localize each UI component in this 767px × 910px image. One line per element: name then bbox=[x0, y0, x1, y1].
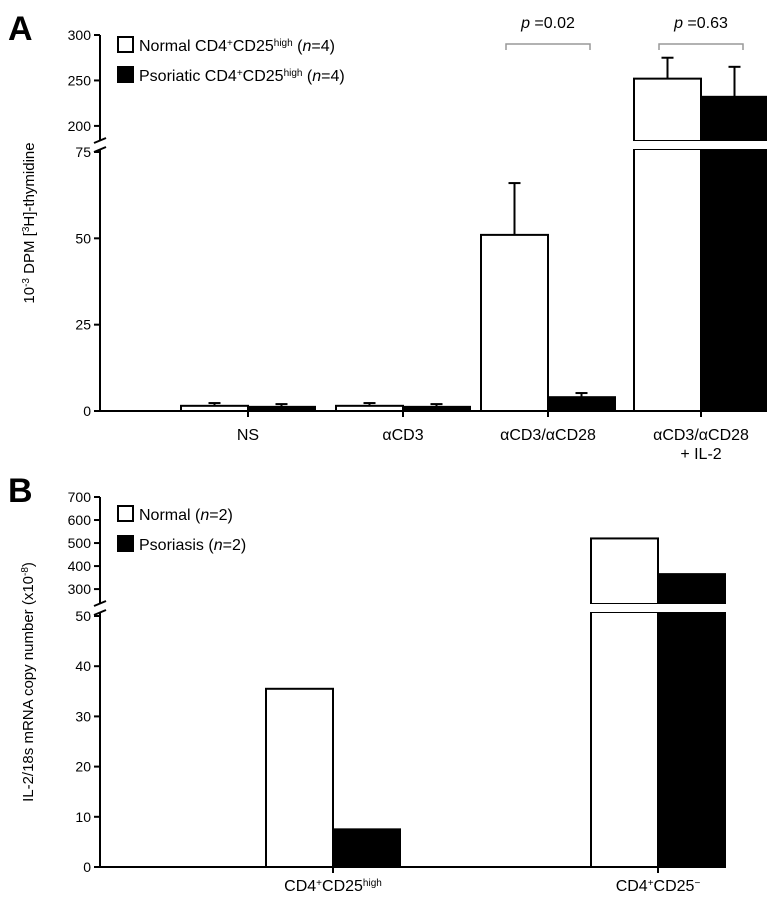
y-tick-label: 200 bbox=[68, 118, 92, 134]
y-tick-label: 500 bbox=[68, 535, 92, 551]
legend-swatch bbox=[117, 535, 134, 552]
bar bbox=[657, 611, 726, 868]
x-category-label: αCD3/αCD28 bbox=[500, 427, 596, 444]
legend-label: Psoriasis (n=2) bbox=[139, 537, 246, 554]
bar-break-gap bbox=[699, 141, 767, 149]
x-category-label: + IL-2 bbox=[680, 446, 721, 463]
y-tick-label: 700 bbox=[68, 489, 92, 505]
bar-break-gap bbox=[632, 141, 703, 149]
y-tick-label: 20 bbox=[75, 759, 91, 775]
x-category-label: αCD3/αCD28 bbox=[653, 427, 749, 444]
y-tick-label: 25 bbox=[75, 317, 91, 333]
significance-bracket bbox=[505, 43, 591, 50]
y-tick-label: 10 bbox=[75, 809, 91, 825]
bar-break-gap bbox=[589, 604, 660, 612]
y-tick-label: 250 bbox=[68, 72, 92, 88]
y-tick-label: 75 bbox=[75, 144, 91, 160]
y-axis-label: IL-2/18s mRNA copy number (x10-8) bbox=[20, 562, 38, 802]
y-tick-label: 300 bbox=[68, 27, 92, 43]
p-value-label: p =0.63 bbox=[673, 15, 728, 32]
axis-break-mark bbox=[93, 137, 107, 144]
bar bbox=[180, 404, 249, 413]
y-tick-label: 600 bbox=[68, 512, 92, 528]
panel-label: A bbox=[8, 10, 33, 48]
p-value-label: p =0.02 bbox=[520, 15, 575, 32]
legend-label: Normal CD4+CD25high (n=4) bbox=[139, 38, 335, 56]
x-category-label: NS bbox=[237, 427, 259, 444]
y-tick-label: 40 bbox=[75, 658, 91, 674]
bar bbox=[265, 687, 334, 868]
y-axis-label: 10-3 DPM [3H]-thymidine bbox=[21, 142, 39, 303]
panel-label: B bbox=[8, 472, 33, 510]
y-tick-label: 400 bbox=[68, 558, 92, 574]
bar bbox=[480, 233, 549, 412]
bar bbox=[335, 404, 404, 413]
legend-swatch bbox=[117, 36, 134, 53]
chart-panel-B: B 0 10 20 30 40 50 300 400 500 600 700 CD4+CD25high C… bbox=[8, 472, 727, 895]
significance-bracket bbox=[658, 43, 744, 50]
axis-break-mark bbox=[93, 600, 107, 607]
y-tick-label: 50 bbox=[75, 608, 91, 624]
legend-swatch bbox=[117, 66, 134, 83]
legend-label: Normal (n=2) bbox=[139, 507, 233, 524]
legend-swatch bbox=[117, 505, 134, 522]
y-tick-label: 300 bbox=[68, 581, 92, 597]
bar bbox=[332, 828, 401, 868]
bar bbox=[547, 396, 616, 413]
y-tick-label: 0 bbox=[83, 859, 91, 875]
bar bbox=[402, 405, 471, 412]
bar bbox=[700, 148, 767, 412]
x-category-label: CD4+CD25− bbox=[616, 878, 701, 896]
bar-break-gap bbox=[656, 604, 727, 612]
y-tick-label: 30 bbox=[75, 708, 91, 724]
bar bbox=[633, 77, 702, 142]
bar bbox=[590, 611, 659, 868]
legend-label: Psoriatic CD4+CD25high (n=4) bbox=[139, 68, 345, 86]
bar bbox=[657, 573, 726, 606]
y-tick-label: 0 bbox=[83, 403, 91, 419]
axis-break-mark bbox=[93, 609, 107, 616]
x-category-label: CD4+CD25high bbox=[284, 878, 382, 896]
chart-panel-A: A 0 25 50 75 200 250 300 NS αCD3 αCD3/αCD28 αCD3/αC… bbox=[8, 10, 767, 463]
y-tick-label: 50 bbox=[75, 230, 91, 246]
bar bbox=[700, 95, 767, 143]
bar bbox=[590, 537, 659, 605]
bar bbox=[247, 405, 316, 412]
x-category-label: αCD3 bbox=[382, 427, 423, 444]
bar bbox=[633, 148, 702, 412]
